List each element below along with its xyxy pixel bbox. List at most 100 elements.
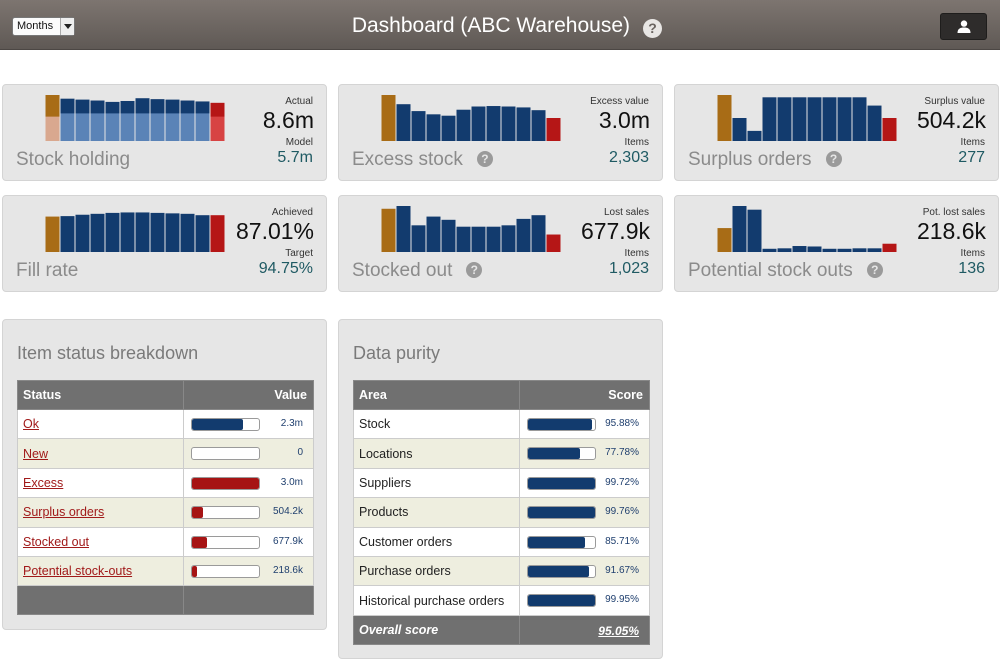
status-link[interactable]: Surplus orders xyxy=(23,505,105,520)
spark-bar xyxy=(807,246,822,252)
status-cell: Surplus orders xyxy=(17,497,184,528)
user-button[interactable] xyxy=(940,13,987,40)
score-cell: 77.78% xyxy=(519,438,650,469)
table-row: New 0 xyxy=(17,438,314,469)
spark-bar xyxy=(717,95,732,141)
status-cell: Ok xyxy=(17,408,184,440)
value-bar-fill xyxy=(192,507,204,519)
spark-model-bar xyxy=(75,113,90,141)
item-status-title: Item status breakdown xyxy=(17,343,199,363)
area-cell: Historical purchase orders xyxy=(353,585,520,616)
area-cell: Products xyxy=(353,497,520,528)
score-cell: 99.76% xyxy=(519,497,650,528)
spark-bar xyxy=(426,114,441,141)
spark-model-bar xyxy=(210,116,225,141)
spark-bar xyxy=(426,216,441,252)
kpi-primary-value: 218.6k xyxy=(916,218,986,244)
spark-model-bar xyxy=(150,113,165,141)
spark-model-bar xyxy=(165,113,180,141)
kpi-card-potential-stock-outs[interactable]: Potential stock outs? Pot. lost sales 21… xyxy=(674,195,999,292)
help-icon[interactable]: ? xyxy=(466,262,483,278)
area-cell: Purchase orders xyxy=(353,555,520,587)
score-bar xyxy=(527,447,596,461)
spark-bar xyxy=(105,212,120,252)
kpi-label-text: Fill rate xyxy=(16,260,79,281)
spark-bar xyxy=(546,118,561,141)
value-text: 504.2k xyxy=(272,506,303,518)
table-row: Surplus orders 504.2k xyxy=(17,497,314,528)
kpi-card-stock-holding[interactable]: Stock holding Actual 8.6m Model 5.7m xyxy=(2,84,327,181)
kpi-sparkline xyxy=(717,95,897,141)
kpi-sparkline xyxy=(45,212,225,252)
table-row: Potential stock-outs 218.6k xyxy=(17,555,314,587)
spark-model-bar xyxy=(135,113,150,141)
spark-model-bar xyxy=(120,113,135,141)
kpi-card-stocked-out[interactable]: Stocked out? Lost sales 677.9k Items 1,0… xyxy=(338,195,663,292)
spark-bar xyxy=(45,216,60,252)
spark-bar xyxy=(516,218,531,252)
help-icon[interactable]: ? xyxy=(643,19,662,38)
status-link[interactable]: New xyxy=(23,446,49,461)
score-bar xyxy=(527,476,596,490)
score-bar xyxy=(527,535,596,549)
spark-model-bar xyxy=(60,113,75,141)
table-row: Ok 2.3m xyxy=(17,408,314,440)
spark-bar xyxy=(441,115,456,141)
spark-bar xyxy=(717,228,732,252)
help-icon[interactable]: ? xyxy=(476,151,493,167)
spark-bar xyxy=(150,212,165,252)
kpi-label: Surplus orders? xyxy=(688,149,842,171)
spark-bar xyxy=(120,212,135,252)
spark-bar xyxy=(516,107,531,141)
value-bar xyxy=(191,506,260,520)
spark-bar xyxy=(411,225,426,252)
table-footer: Overall score 95.05% xyxy=(353,614,650,645)
score-bar-fill xyxy=(528,477,595,489)
spark-bar xyxy=(456,226,471,252)
spark-bar xyxy=(777,248,792,252)
value-cell: 504.2k xyxy=(183,497,314,528)
spark-bar xyxy=(882,118,897,141)
value-bar xyxy=(191,476,260,490)
kpi-card-excess-stock[interactable]: Excess stock? Excess value 3.0m Items 2,… xyxy=(338,84,663,181)
value-bar-fill xyxy=(192,536,208,548)
overall-score-value[interactable]: 95.05% xyxy=(598,623,639,638)
spark-bar xyxy=(747,130,762,141)
value-bar-fill xyxy=(192,419,243,430)
user-icon xyxy=(957,20,971,33)
status-link[interactable]: Excess xyxy=(23,475,64,490)
score-text: 95.88% xyxy=(605,418,639,429)
kpi-card-fill-rate[interactable]: Fill rate Achieved 87.01% Target 94.75% xyxy=(2,195,327,292)
status-link[interactable]: Stocked out xyxy=(23,534,90,549)
value-cell: 3.0m xyxy=(183,467,314,499)
help-icon[interactable]: ? xyxy=(825,151,842,167)
kpi-label-text: Surplus orders xyxy=(688,149,812,170)
value-column-header: Value xyxy=(183,380,314,410)
help-icon[interactable]: ? xyxy=(866,262,883,278)
overall-label-cell: Overall score xyxy=(353,614,520,645)
period-select[interactable]: Months xyxy=(12,17,75,36)
status-link[interactable]: Ok xyxy=(23,417,39,432)
kpi-secondary-caption: Items xyxy=(624,137,649,148)
kpi-label: Fill rate xyxy=(16,260,78,282)
score-bar-fill xyxy=(528,507,595,519)
kpi-secondary-caption: Model xyxy=(285,137,313,148)
score-text: 85.71% xyxy=(605,535,639,547)
kpi-secondary-value: 5.7m xyxy=(277,149,313,166)
kpi-card-surplus-orders[interactable]: Surplus orders? Surplus value 504.2k Ite… xyxy=(674,84,999,181)
spark-bar xyxy=(792,97,807,141)
status-link[interactable]: Potential stock-outs xyxy=(23,564,133,579)
spark-bar xyxy=(807,97,822,141)
kpi-label-text: Stocked out xyxy=(352,260,453,281)
footer-cell xyxy=(183,585,314,616)
spark-bar xyxy=(411,111,426,141)
score-bar-fill xyxy=(528,419,593,430)
area-cell: Stock xyxy=(353,408,520,440)
spark-bar xyxy=(135,212,150,252)
spark-bar xyxy=(441,219,456,252)
spark-bar xyxy=(60,216,75,252)
table-row: Products 99.76% xyxy=(353,497,650,528)
page-title: Dashboard (ABC Warehouse) xyxy=(351,14,630,37)
kpi-label-text: Potential stock outs xyxy=(688,260,853,281)
item-status-table: Status Value Ok 2.3m New 0 Excess 3.0m S… xyxy=(17,380,314,616)
